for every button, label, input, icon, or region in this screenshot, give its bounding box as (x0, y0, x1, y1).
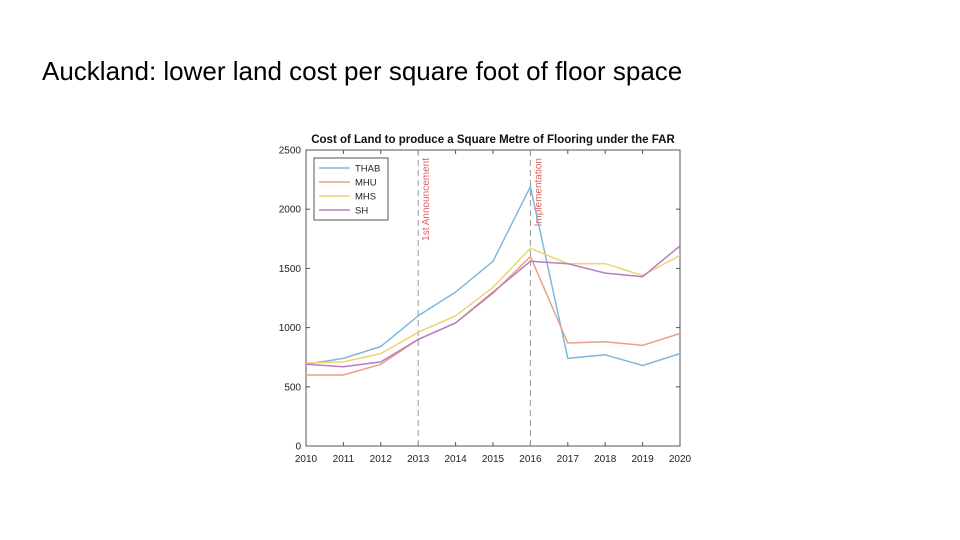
x-tick-label: 2018 (594, 454, 617, 465)
annotation-label: 1st Announcement (421, 158, 432, 241)
y-tick-label: 1500 (279, 264, 302, 275)
annotation-label: Implementation (533, 158, 544, 226)
legend-label: MHU (355, 178, 377, 189)
x-tick-label: 2014 (444, 454, 467, 465)
line-chart: Cost of Land to produce a Square Metre o… (279, 134, 692, 466)
y-tick-label: 2500 (279, 146, 302, 157)
series-line-mhu (306, 255, 681, 376)
x-tick-label: 2011 (333, 454, 355, 465)
plot-area: 0 500 1000 1500 2000 2500 2010 2011 2012 2013 2014… (279, 146, 692, 466)
x-tick-label: 2017 (557, 454, 580, 465)
chart-title: Cost of Land to produce a Square Metre o… (311, 134, 675, 146)
x-tick-label: 2015 (482, 454, 505, 465)
series-line-thab (305, 185, 681, 367)
x-tick-label: 2020 (669, 454, 692, 465)
legend-label: MHS (355, 192, 376, 203)
x-tick-label: 2012 (370, 454, 393, 465)
x-tick-label: 2013 (407, 454, 430, 465)
x-tick-label: 2019 (631, 454, 654, 465)
slide-title: Auckland: lower land cost per square foo… (42, 56, 683, 86)
y-tick-label: 0 (295, 442, 301, 453)
legend-label: SH (355, 206, 368, 217)
series-line-mhs (305, 247, 681, 364)
y-tick-label: 500 (284, 382, 301, 393)
y-tick-label: 1000 (279, 323, 302, 334)
series-line-sh (305, 245, 681, 368)
x-tick-label: 2016 (519, 454, 542, 465)
legend-label: THAB (355, 164, 380, 175)
y-tick-label: 2000 (279, 205, 302, 216)
x-tick-label: 2010 (295, 454, 318, 465)
